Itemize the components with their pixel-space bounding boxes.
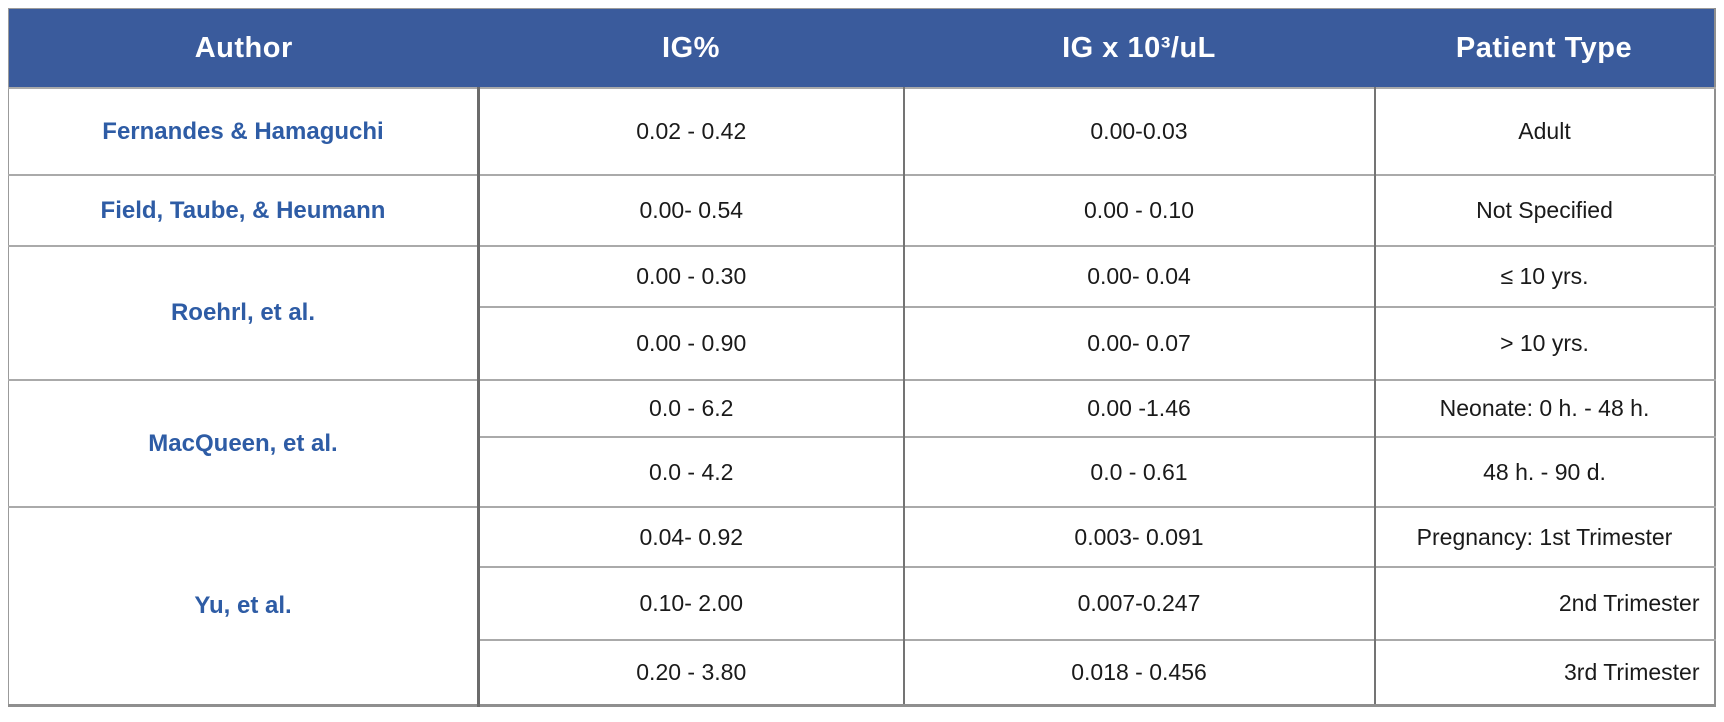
ig-percent-cell: 0.0 - 6.2	[478, 379, 905, 437]
patient-type-cell: 2nd Trimester	[1374, 566, 1715, 640]
patient-type-cell: Not Specified	[1374, 174, 1715, 246]
table-row: Yu, et al. 0.04- 0.92 0.003- 0.091 Pregnanc…	[8, 506, 1715, 705]
ig-absolute-cell: 0.00 - 0.10	[903, 174, 1376, 246]
author-cell: Roehrl, et al.	[8, 245, 480, 380]
table-row: 0.20 - 3.80 0.018 - 0.456 3rd Trimester	[9, 639, 1715, 705]
ig-percent-cell: 0.00 - 0.90	[478, 306, 905, 380]
header-author: Author	[8, 8, 479, 89]
patient-type-cell: ≤ 10 yrs.	[1374, 245, 1715, 307]
header-ig-percent: IG%	[478, 8, 904, 89]
patient-type-cell: 48 h. - 90 d.	[1374, 436, 1715, 507]
table-row: MacQueen, et al. 0.0 - 6.2 0.00 -1.46 Neona…	[8, 379, 1715, 507]
header-patient-type: Patient Type	[1374, 8, 1715, 89]
ig-absolute-cell: 0.007-0.247	[903, 566, 1376, 640]
table-row: 0.00 - 0.90 0.00- 0.07 > 10 yrs.	[9, 306, 1715, 380]
ig-percent-cell: 0.20 - 3.80	[478, 639, 905, 705]
ig-percent-cell: 0.04- 0.92	[478, 506, 905, 567]
author-cell: Field, Taube, & Heumann	[8, 174, 480, 246]
ig-absolute-cell: 0.00-0.03	[903, 87, 1376, 175]
patient-type-cell: Neonate: 0 h. - 48 h.	[1374, 379, 1715, 437]
table-row: Fernandes & Hamaguchi 0.02 - 0.42 0.00-0.0…	[8, 87, 1715, 175]
table-row: 0.10- 2.00 0.007-0.247 2nd Trimester	[9, 566, 1715, 640]
ig-percent-cell: 0.00- 0.54	[478, 174, 905, 246]
ig-absolute-cell: 0.0 - 0.61	[903, 436, 1376, 507]
ig-absolute-cell: 0.00- 0.07	[903, 306, 1376, 380]
ig-percent-cell: 0.0 - 4.2	[478, 436, 905, 507]
ig-absolute-cell: 0.00- 0.04	[903, 245, 1376, 307]
header-ig-absolute: IG x 10³/uL	[903, 8, 1375, 89]
patient-type-cell: 3rd Trimester	[1374, 639, 1715, 705]
ig-reference-table-container: Author IG% IG x 10³/uL Patient Type Fern…	[8, 8, 1716, 707]
ig-absolute-cell: 0.003- 0.091	[903, 506, 1376, 567]
author-cell: MacQueen, et al.	[8, 379, 480, 507]
ig-absolute-cell: 0.018 - 0.456	[903, 639, 1376, 705]
patient-type-cell: Adult	[1374, 87, 1715, 175]
table-row: Field, Taube, & Heumann 0.00- 0.54 0.00 - …	[8, 174, 1715, 246]
author-cell: Yu, et al.	[8, 506, 480, 705]
patient-type-cell: > 10 yrs.	[1374, 306, 1715, 380]
author-cell: Fernandes & Hamaguchi	[8, 87, 480, 175]
ig-percent-cell: 0.10- 2.00	[478, 566, 905, 640]
ig-percent-cell: 0.00 - 0.30	[478, 245, 905, 307]
ig-absolute-cell: 0.00 -1.46	[903, 379, 1376, 437]
table-row: 0.0 - 4.2 0.0 - 0.61 48 h. - 90 d.	[9, 436, 1715, 507]
table-header-row: Author IG% IG x 10³/uL Patient Type	[8, 8, 1715, 89]
patient-type-cell: Pregnancy: 1st Trimester	[1374, 506, 1715, 567]
ig-reference-table: Author IG% IG x 10³/uL Patient Type Fern…	[8, 8, 1716, 707]
table-row: Roehrl, et al. 0.00 - 0.30 0.00- 0.04 ≤ 10 …	[8, 245, 1715, 380]
table-body: Fernandes & Hamaguchi 0.02 - 0.42 0.00-0.0…	[8, 87, 1715, 705]
ig-percent-cell: 0.02 - 0.42	[478, 87, 905, 175]
